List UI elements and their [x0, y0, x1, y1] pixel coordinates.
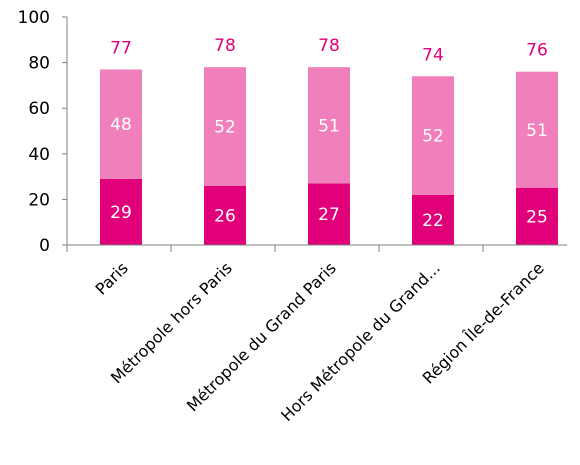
bar-segment-lower	[308, 183, 350, 245]
category-label: Région Île-de-France	[419, 258, 548, 387]
bar-segment-lower	[412, 194, 454, 245]
bar-segment-upper	[412, 76, 454, 195]
bar-segment-upper	[204, 67, 246, 186]
bar-segment-lower	[100, 178, 142, 245]
y-tick-label: 20	[28, 190, 50, 210]
total-value-label: 74	[422, 45, 444, 65]
segment-value-label: 51	[526, 121, 548, 141]
y-tick-label: 0	[39, 236, 50, 256]
bar-segment-upper	[308, 67, 350, 184]
segment-value-label: 52	[422, 127, 444, 147]
total-value-label: 78	[214, 36, 236, 56]
total-value-label: 78	[318, 36, 340, 56]
y-axis: 0 20 40 60 80 100	[18, 8, 68, 256]
bar-segment-upper	[516, 71, 558, 188]
total-value-label: 77	[110, 38, 132, 58]
segment-value-label: 27	[318, 205, 340, 225]
y-tick-label: 60	[28, 99, 50, 119]
bar-segment-lower	[204, 185, 246, 245]
total-value-labels: 77 78 78 74 76	[110, 36, 548, 65]
segment-value-label: 25	[526, 208, 548, 228]
segment-value-label: 22	[422, 211, 444, 231]
segment-value-labels: 29 48 26 52 27 51 22 52 25 51	[110, 115, 548, 231]
segment-value-label: 29	[110, 203, 132, 223]
total-value-label: 76	[526, 41, 548, 61]
bar-segment-lower	[516, 188, 558, 245]
segment-value-label: 26	[214, 206, 236, 226]
y-tick-label: 40	[28, 145, 50, 165]
y-tick-label: 100	[18, 8, 50, 28]
bar-segment-upper	[100, 69, 142, 179]
segment-value-label: 51	[318, 116, 340, 136]
segment-value-label: 52	[214, 117, 236, 137]
y-tick-label: 80	[28, 54, 50, 74]
segment-value-label: 48	[110, 115, 132, 135]
category-label: Paris	[91, 258, 131, 298]
bars	[100, 67, 558, 245]
